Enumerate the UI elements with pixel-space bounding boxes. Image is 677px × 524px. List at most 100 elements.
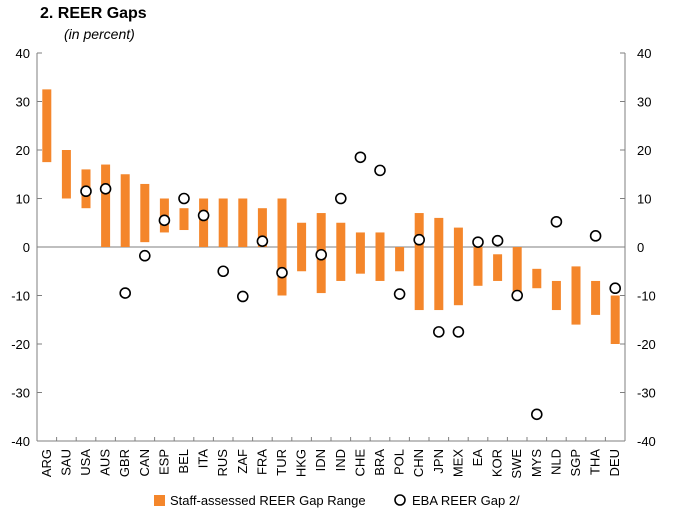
x-tick-label-sau: SAU (58, 449, 73, 476)
x-tick-label-idn: IDN (313, 449, 328, 471)
legend-swatch-bar (154, 495, 165, 506)
x-tick-label-hkg: HKG (294, 449, 309, 477)
range-bar-nld (551, 280, 561, 311)
y-tick-label-left: 30 (16, 95, 30, 110)
eba-marker-idn (315, 248, 328, 261)
x-tick-label-jpn: JPN (431, 449, 446, 474)
range-bar-fra (257, 208, 267, 247)
y-tick-label-right: -40 (637, 434, 656, 449)
range-bar-arg (42, 89, 52, 163)
range-bar-swe (512, 247, 522, 296)
y-tick-label-right: 0 (637, 240, 644, 255)
range-bar-bra (375, 232, 385, 281)
eba-marker-usa (80, 185, 92, 198)
eba-marker-che (354, 151, 367, 164)
x-tick-label-kor: KOR (490, 449, 505, 477)
y-tick-labels: -40 -40 -30 -30 -20 -20 -10 -10 0 0 10 10 20 20 30 30 40… (11, 46, 656, 449)
x-tick-label-aus: AUS (98, 449, 113, 476)
eba-marker-ita (197, 209, 210, 222)
y-tick-label-right: -10 (637, 289, 656, 304)
range-bar-rus (218, 198, 228, 247)
range-bar-deu (610, 295, 620, 344)
x-tick-label-pol: POL (392, 449, 407, 475)
y-tick-label-left: 10 (16, 192, 30, 207)
range-bar-aus (101, 164, 111, 247)
range-bar-sau (61, 150, 71, 199)
axes (36, 52, 626, 442)
eba-marker-ea (472, 236, 484, 248)
eba-marker-mys (530, 408, 543, 421)
eba-marker-deu (609, 282, 622, 295)
eba-marker-bra (374, 164, 386, 177)
range-bar-jpn (434, 217, 444, 311)
range-bar-chn (414, 213, 424, 311)
legend: Staff-assessed REER Gap Range EBA REER G… (154, 493, 520, 508)
eba-marker-pol (393, 288, 406, 300)
range-bar-gbr (120, 174, 130, 247)
range-bar-tur (277, 198, 287, 296)
x-tick-label-nld: NLD (548, 449, 563, 475)
x-tick-labels: ARG SAU USA AUS GBR CAN ESP BEL ITA RUS ZAF FRA TUR H… (39, 449, 622, 479)
y-tick-label-right: -20 (637, 337, 656, 352)
x-tick-label-gbr: GBR (117, 449, 132, 477)
y-tick-label-left: -20 (11, 337, 30, 352)
chart-title: 2. REER Gaps (40, 5, 147, 22)
range-bar-mys (532, 268, 542, 289)
marker-series (80, 151, 622, 421)
x-tick-label-sgp: SGP (568, 449, 583, 476)
range-bar-sgp (571, 266, 581, 325)
y-tick-label-right: 20 (637, 143, 651, 158)
eba-marker-bel (178, 192, 190, 205)
y-tick-label-left: 0 (23, 240, 30, 255)
eba-marker-rus (217, 265, 229, 278)
range-bar-ind (336, 222, 346, 281)
eba-marker-can (139, 249, 151, 262)
legend-label-bar: Staff-assessed REER Gap Range (170, 493, 366, 508)
range-bar-kor (493, 254, 503, 281)
x-tick-label-che: CHE (352, 449, 367, 477)
x-tick-label-zaf: ZAF (235, 449, 250, 474)
x-tick-label-arg: ARG (39, 449, 54, 477)
x-tick-label-mex: MEX (450, 449, 465, 478)
eba-marker-chn (413, 233, 426, 246)
legend-swatch-marker (394, 494, 406, 506)
x-tick-label-rus: RUS (215, 449, 230, 477)
range-bar-zaf (238, 198, 248, 247)
x-tick-label-can: CAN (137, 449, 152, 476)
range-bar-ita (199, 198, 209, 247)
y-tick-label-left: -40 (11, 434, 30, 449)
eba-marker-jpn (432, 326, 445, 338)
x-tick-label-ea: EA (470, 449, 485, 467)
legend-label-marker: EBA REER Gap 2/ (412, 493, 520, 508)
y-tick-label-right: 10 (637, 192, 651, 207)
chart-subtitle: (in percent) (64, 26, 135, 42)
range-bar-ea (473, 247, 483, 286)
eba-marker-mex (452, 326, 465, 338)
eba-marker-zaf (237, 290, 249, 303)
eba-marker-tha (589, 230, 602, 242)
eba-marker-nld (550, 215, 563, 228)
range-bar-tha (591, 280, 601, 315)
range-bar-pol (395, 247, 405, 272)
x-tick-label-usa: USA (78, 449, 93, 476)
x-tick-label-fra: FRA (254, 449, 269, 475)
range-bar-mex (453, 227, 463, 306)
y-tick-label-right: -30 (637, 386, 656, 401)
x-tick-label-mys: MYS (529, 449, 544, 478)
range-bar-bel (179, 208, 189, 231)
eba-marker-esp (158, 214, 171, 227)
range-bar-che (355, 232, 365, 274)
x-tick-label-swe: SWE (509, 449, 524, 479)
x-tick-label-bel: BEL (176, 449, 191, 474)
y-tick-label-left: -10 (11, 289, 30, 304)
eba-marker-kor (491, 234, 504, 247)
eba-marker-ind (334, 192, 347, 205)
eba-marker-tur (276, 266, 288, 279)
range-bar-hkg (297, 222, 307, 272)
y-tick-label-right: 40 (637, 46, 651, 61)
bar-series (42, 89, 620, 344)
x-tick-label-tur: TUR (274, 449, 289, 476)
x-tick-label-tha: THA (588, 449, 603, 475)
x-tick-label-ita: ITA (196, 449, 211, 469)
